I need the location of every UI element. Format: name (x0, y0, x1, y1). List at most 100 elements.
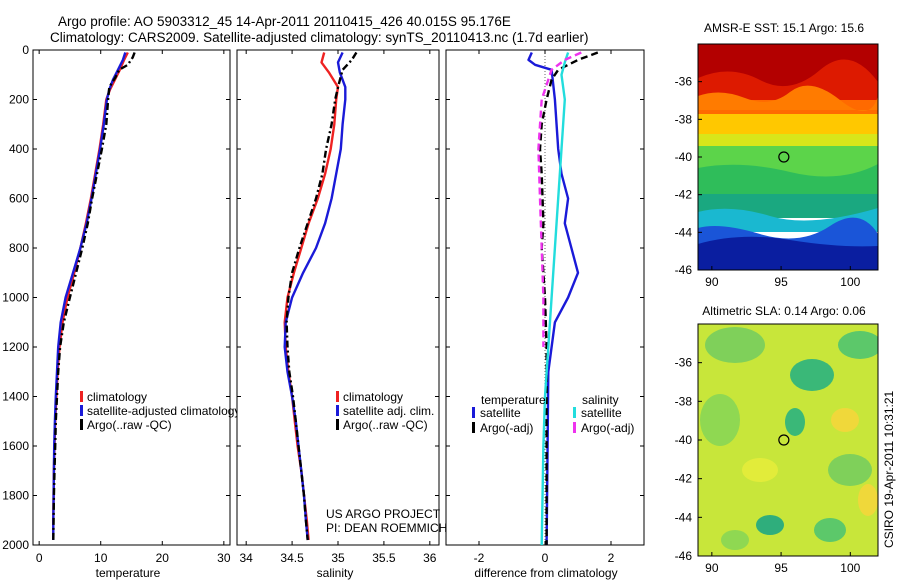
temperature-x-label: temperature (96, 566, 161, 580)
temperature-lines (52, 51, 136, 541)
y-tick-label-5: 1000 (2, 291, 29, 305)
temperature-profile-panel: 0 10 20 30 0 200 400 600 800 1000 1200 1400 1600 1800… (2, 43, 240, 580)
map2-y-tick-label-5: -46 (675, 549, 693, 563)
sst-band-dark-blue (698, 236, 878, 270)
map2-y-tick-label-2: -40 (675, 433, 693, 447)
difference-axes-box (445, 49, 645, 546)
x-tick-label-1-1: 34.5 (280, 551, 304, 565)
sst-band-mid-green (698, 164, 878, 196)
legend-label-2-3: Argo(-adj) (581, 421, 634, 435)
credit-line-2: PI: DEAN ROEMMICH (326, 521, 447, 535)
side-stamp: CSIRO 19-Apr-2011 10:31:21 (882, 390, 896, 548)
y-tick-label-10: 2000 (2, 538, 29, 552)
map1-y-tick-label-0: -36 (675, 75, 693, 89)
series-line-0-2 (52, 52, 136, 541)
sla-patch-8 (814, 518, 846, 542)
sla-patch-10 (831, 408, 859, 432)
legend-label-1-0: climatology (343, 390, 403, 404)
sla-argo-location-marker (778, 434, 790, 446)
sst-band-yellow-green (698, 134, 878, 148)
series-line-2-1 (538, 51, 599, 545)
legend-label-2-1: Argo(-adj) (480, 421, 533, 435)
legend-swatch-1-1 (336, 405, 339, 416)
y-tick-label-7: 1400 (2, 390, 29, 404)
legend-swatch-0-2 (80, 419, 83, 430)
series-line-0-1 (52, 52, 127, 540)
legend-label-2-2: satellite (581, 406, 622, 420)
legend-swatch-2-0 (472, 407, 475, 418)
figure-title-line2: Climatology: CARS2009. Satellite-adjuste… (50, 30, 589, 45)
x-tick-label-1-0: 34 (240, 551, 254, 565)
sst-map-field (698, 44, 878, 270)
x-tick-label-2-0: -2 (474, 551, 485, 565)
sla-patch-11 (721, 530, 749, 550)
salinity-lines (283, 51, 358, 541)
map1-y-tick-label-5: -46 (675, 263, 693, 277)
x-tick-label-1-3: 35.5 (372, 551, 396, 565)
sla-patch-7 (756, 515, 784, 535)
sst-map-title: AMSR-E SST: 15.1 Argo: 15.6 (704, 21, 864, 35)
sla-patch-6 (828, 454, 872, 486)
difference-legend: temperature salinitysatelliteArgo(-adj)sa… (472, 393, 634, 435)
y-tick-label-1: 200 (9, 93, 29, 107)
x-tick-label-2-2: 2 (608, 551, 615, 565)
sst-band-yellow (698, 114, 878, 136)
difference-ticks: -2 0 2 (446, 49, 644, 565)
legend-swatch-0-1 (80, 405, 83, 416)
sla-patch-4 (700, 394, 740, 446)
difference-x-label: difference from climatology (474, 566, 617, 580)
sst-map-panel: AMSR-E SST: 15.1 Argo: 15.6 90 95 100 -36 -3… (675, 21, 879, 289)
legend-label-1-2: Argo(..raw -QC) (343, 418, 428, 432)
temperature-ticks: 0 10 20 30 0 200 400 600 800 1000 1200 1400 1600 1800… (2, 43, 231, 565)
x-tick-label-2-1: 0 (542, 551, 549, 565)
x-tick-label-1-4: 36 (423, 551, 437, 565)
sla-patch-3 (838, 331, 878, 359)
sla-map-title: Altimetric SLA: 0.14 Argo: 0.06 (702, 304, 866, 318)
legend-swatch-2-2 (573, 407, 576, 418)
series-line-1-1 (283, 51, 347, 541)
sla-patch-12 (858, 484, 878, 516)
series-line-1-2 (285, 51, 358, 541)
y-tick-label-3: 600 (9, 192, 29, 206)
sla-map-panel: Altimetric SLA: 0.14 Argo: 0.06 90 95 100 -… (675, 304, 879, 575)
sst-band-red (698, 59, 878, 104)
legend-swatch-2-1 (472, 422, 475, 433)
sst-argo-location-marker (778, 151, 790, 163)
map2-x-tick-label-0: 90 (705, 561, 719, 575)
map1-x-tick-label-2: 100 (840, 275, 860, 289)
legend-swatch-0-0 (80, 391, 83, 402)
difference-lines (527, 51, 599, 545)
x-tick-label-0-1: 10 (94, 551, 108, 565)
map2-y-tick-label-4: -44 (675, 510, 693, 524)
series-line-2-0 (527, 52, 580, 545)
y-tick-label-0: 0 (22, 43, 29, 57)
sla-patch-1 (705, 327, 765, 363)
salinity-axes-box (236, 49, 440, 546)
salinity-ticks: 34 34.5 35 35.5 36 (237, 49, 439, 565)
salinity-x-label: salinity (317, 566, 354, 580)
credit-line-1: US ARGO PROJECT (326, 507, 441, 521)
legend-label-1-1: satellite adj. clim. (343, 404, 434, 418)
map1-y-tick-label-1: -38 (675, 112, 693, 126)
legend-swatch-2-3 (573, 422, 576, 433)
legend-swatch-1-0 (336, 391, 339, 402)
map1-x-tick-label-0: 90 (705, 275, 719, 289)
x-tick-label-1-2: 35 (331, 551, 345, 565)
legend-swatch-1-2 (336, 419, 339, 430)
x-tick-label-0-0: 0 (36, 551, 43, 565)
map2-y-tick-label-3: -42 (675, 472, 693, 486)
sla-patch-2 (790, 359, 834, 391)
legend-group-salinity-title: salinity (582, 393, 619, 407)
sst-band-orange-edge (698, 85, 878, 112)
map1-x-tick-label-1: 95 (774, 275, 788, 289)
map1-y-tick-label-3: -42 (675, 188, 693, 202)
map2-x-tick-label-1: 95 (774, 561, 788, 575)
legend-label-2-0: satellite (480, 406, 521, 420)
legend-label-0-2: Argo(..raw -QC) (87, 418, 172, 432)
series-line-2-3 (537, 51, 582, 347)
sst-map-ticks: 90 95 100 -36 -38 -40 -42 -44 -46 (675, 75, 861, 289)
